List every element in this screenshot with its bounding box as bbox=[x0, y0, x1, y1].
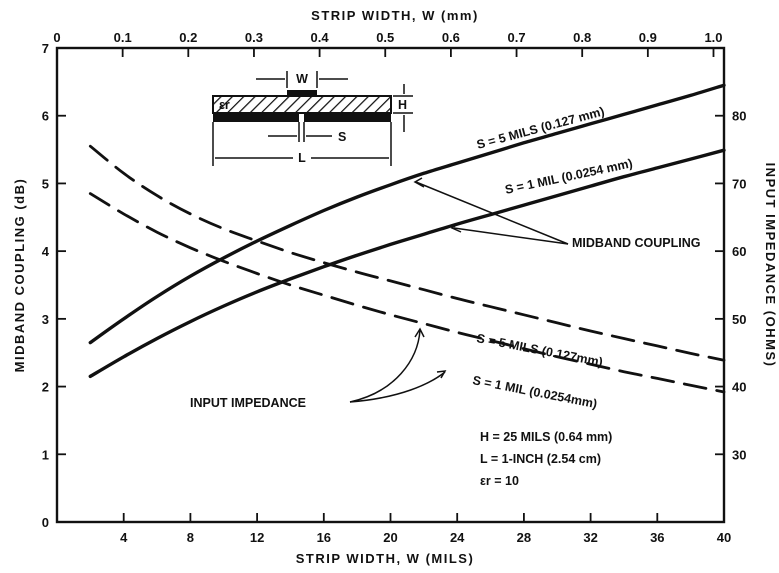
label-impedance-s1: S = 1 MIL (0.0254mm) bbox=[471, 373, 598, 411]
leader-impedance-lower bbox=[349, 371, 446, 403]
impedance-curve-s5 bbox=[88, 144, 726, 362]
arrow-head-lower bbox=[450, 222, 462, 233]
coupling-curve-s5 bbox=[88, 148, 726, 379]
inset-label-l: L bbox=[298, 151, 306, 165]
arrow-head-upper bbox=[413, 177, 425, 188]
inset-label-s: S bbox=[338, 130, 346, 144]
curves bbox=[88, 83, 726, 394]
axis-ticks bbox=[56, 47, 725, 523]
coupling-curve-s5 bbox=[88, 83, 726, 345]
param-er: εr = 10 bbox=[480, 474, 519, 488]
arrow-head-impedance-upper bbox=[414, 327, 425, 338]
top-tick-label: 1.0 bbox=[704, 30, 722, 45]
top-tick-label: 0.3 bbox=[245, 30, 263, 45]
bottom-tick-label: 28 bbox=[517, 530, 531, 545]
param-h: H = 25 MILS (0.64 mm) bbox=[480, 430, 612, 444]
ground-plane-right bbox=[304, 113, 391, 122]
bottom-tick-label: 16 bbox=[317, 530, 331, 545]
inset-label-er: εr bbox=[219, 98, 230, 112]
right-tick-label: 70 bbox=[732, 176, 746, 191]
top-tick-label: 0.1 bbox=[114, 30, 132, 45]
param-l: L = 1-INCH (2.54 cm) bbox=[480, 452, 601, 466]
bottom-tick-label: 4 bbox=[120, 530, 128, 545]
leader-midband-upper bbox=[415, 181, 569, 245]
top-tick-label: 0.6 bbox=[442, 30, 460, 45]
leader-midband-lower bbox=[453, 227, 569, 245]
bottom-tick-label: 12 bbox=[250, 530, 264, 545]
left-tick-label: 0 bbox=[42, 515, 49, 530]
left-tick-label: 4 bbox=[42, 244, 50, 259]
right-tick-label: 60 bbox=[732, 244, 746, 259]
inset-label-w: W bbox=[296, 72, 308, 86]
top-tick-label: 0.7 bbox=[508, 30, 526, 45]
tick-labels: 4 8 12 16 20 24 28 32 36 400 0.1 0.2 0.3 0.4 0.5 0.6 0.7… bbox=[42, 30, 747, 545]
ground-plane-left bbox=[213, 113, 299, 122]
top-axis-title: STRIP WIDTH, W (mm) bbox=[311, 8, 479, 23]
arrow-head-impedance-lower bbox=[436, 370, 447, 379]
left-axis-title: MIDBAND COUPLING (dB) bbox=[12, 178, 27, 373]
inset-label-h: H bbox=[398, 98, 407, 112]
right-tick-label: 40 bbox=[732, 380, 746, 395]
bottom-tick-label: 36 bbox=[650, 530, 664, 545]
left-tick-label: 3 bbox=[42, 312, 49, 327]
left-tick-label: 5 bbox=[42, 176, 49, 191]
bottom-tick-label: 32 bbox=[583, 530, 597, 545]
annotation-midband-coupling: MIDBAND COUPLING bbox=[572, 236, 700, 250]
bottom-axis-title: STRIP WIDTH, W (MILS) bbox=[296, 551, 475, 566]
top-tick-label: 0 bbox=[53, 30, 60, 45]
impedance-curve-s5 bbox=[88, 192, 726, 394]
substrate bbox=[212, 95, 392, 114]
right-axis-title: INPUT IMPEDANCE (OHMS) bbox=[763, 163, 778, 368]
top-tick-label: 0.9 bbox=[639, 30, 657, 45]
top-tick-label: 0.4 bbox=[311, 30, 330, 45]
right-tick-label: 30 bbox=[732, 447, 746, 462]
top-strip bbox=[287, 90, 317, 96]
bottom-tick-label: 20 bbox=[383, 530, 397, 545]
bottom-tick-label: 24 bbox=[450, 530, 465, 545]
top-tick-label: 0.8 bbox=[573, 30, 591, 45]
right-tick-label: 50 bbox=[732, 312, 746, 327]
label-coupling-s5: S = 5 MILS (0.127 mm) bbox=[475, 104, 606, 152]
left-tick-label: 1 bbox=[42, 447, 49, 462]
left-tick-label: 7 bbox=[42, 41, 49, 56]
cross-section-inset: W εr H S L bbox=[212, 71, 413, 166]
leader-impedance-upper bbox=[349, 329, 421, 403]
label-impedance-s5: S = 5 MILS (0.127mm) bbox=[475, 331, 604, 369]
top-tick-label: 0.5 bbox=[376, 30, 394, 45]
left-tick-label: 6 bbox=[42, 109, 49, 124]
top-tick-label: 0.2 bbox=[179, 30, 197, 45]
bottom-tick-label: 40 bbox=[717, 530, 731, 545]
left-tick-label: 2 bbox=[42, 380, 49, 395]
annotation-input-impedance: INPUT IMPEDANCE bbox=[190, 396, 306, 410]
right-tick-label: 80 bbox=[732, 109, 746, 124]
bottom-tick-label: 8 bbox=[187, 530, 194, 545]
